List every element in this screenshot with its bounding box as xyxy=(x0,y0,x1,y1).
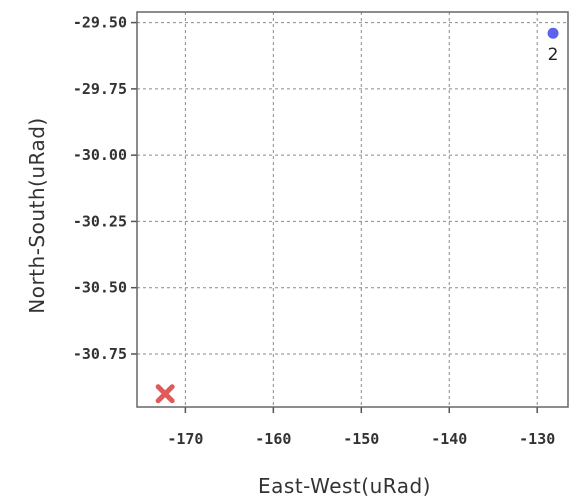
y-tick-label: -29.50 xyxy=(73,14,127,32)
y-tick-label: -30.75 xyxy=(73,345,127,363)
axis-ticks: -170 -160 -150 -140 -130 -29.50 -29.75 -30.00 -3… xyxy=(73,14,555,448)
data-points: 2 xyxy=(155,27,559,404)
x-tick-label: -150 xyxy=(343,430,379,448)
plot-area-frame xyxy=(136,11,569,408)
data-point-circle xyxy=(547,27,559,39)
y-tick-label: -29.75 xyxy=(73,80,127,98)
data-point-x-marker xyxy=(155,384,175,404)
x-tick-label: -170 xyxy=(167,430,203,448)
y-axis-title: North-South(uRad) xyxy=(25,117,49,313)
data-point-label: 2 xyxy=(548,45,559,65)
y-tick-label: -30.50 xyxy=(73,279,127,297)
y-tick-label: -30.00 xyxy=(73,146,127,164)
x-tick-label: -140 xyxy=(431,430,467,448)
x-tick-label: -160 xyxy=(255,430,291,448)
x-tick-label: -130 xyxy=(519,430,555,448)
x-axis-title: East-West(uRad) xyxy=(258,474,431,498)
y-tick-label: -30.25 xyxy=(73,212,127,230)
